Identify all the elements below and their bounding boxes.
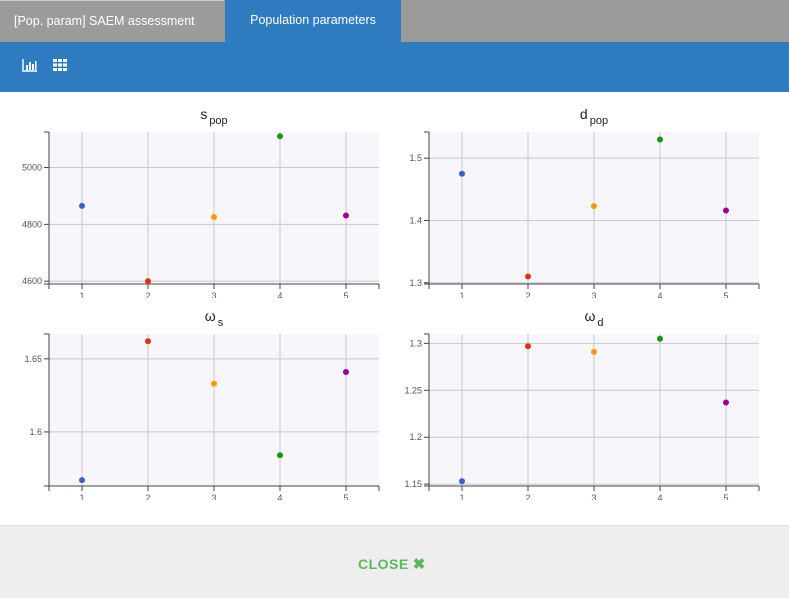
tab-bar: [Pop. param] SAEM assessment Population … bbox=[0, 0, 789, 42]
data-point[interactable] bbox=[657, 136, 663, 143]
footer: CLOSE ✖ bbox=[0, 525, 789, 598]
y-tick-label: 5000 bbox=[22, 163, 42, 173]
y-tick-label: 4600 bbox=[22, 276, 42, 286]
data-point[interactable] bbox=[525, 273, 531, 280]
data-point[interactable] bbox=[723, 207, 729, 214]
data-point[interactable] bbox=[657, 335, 663, 342]
data-point[interactable] bbox=[591, 203, 597, 210]
close-icon: ✖ bbox=[412, 556, 426, 573]
chart-d-pop: d pop 1 2 3 4 5 1.3 1.4 1.5 bbox=[380, 102, 775, 301]
data-point[interactable] bbox=[459, 478, 465, 485]
y-tick-label: 1.3 bbox=[409, 278, 422, 288]
chart-s-pop: s pop 1 2 3 4 5 4600 4800 5000 bbox=[0, 102, 395, 301]
data-point[interactable] bbox=[525, 343, 531, 350]
data-point[interactable] bbox=[145, 338, 151, 345]
tab-saem-assessment[interactable]: [Pop. param] SAEM assessment bbox=[0, 0, 224, 42]
x-tick-label: 4 bbox=[277, 493, 282, 500]
x-tick-label: 3 bbox=[591, 291, 596, 298]
x-tick-label: 2 bbox=[525, 291, 530, 298]
bar-chart-icon[interactable] bbox=[22, 58, 40, 74]
data-point[interactable] bbox=[591, 348, 597, 355]
data-point[interactable] bbox=[277, 452, 283, 459]
x-tick-label: 5 bbox=[343, 493, 348, 500]
y-tick-label: 1.2 bbox=[409, 432, 422, 442]
chart-svg: s pop 1 2 3 4 5 4600 4800 5000 bbox=[22, 106, 380, 301]
data-point[interactable] bbox=[79, 202, 85, 209]
charts-area: s pop 1 2 3 4 5 4600 4800 5000 d pop 1 2 3 4 5 1.3 1.4 1.5… bbox=[0, 92, 789, 525]
chart-svg: ω d 1 2 3 4 5 1.15 1.2 1.25 1.3 bbox=[404, 308, 760, 503]
y-tick-label: 1.15 bbox=[404, 479, 422, 489]
x-tick-label: 4 bbox=[277, 291, 282, 298]
y-tick-label: 1.6 bbox=[29, 427, 42, 437]
x-tick-label: 3 bbox=[211, 493, 216, 500]
x-tick-label: 2 bbox=[145, 493, 150, 500]
x-tick-label: 3 bbox=[211, 291, 216, 298]
data-point[interactable] bbox=[211, 213, 217, 220]
y-tick-label: 1.5 bbox=[409, 153, 422, 163]
y-tick-label: 1.25 bbox=[404, 385, 422, 395]
toolbar bbox=[0, 42, 789, 92]
data-point[interactable] bbox=[145, 278, 151, 285]
data-point[interactable] bbox=[79, 477, 85, 484]
x-tick-label: 4 bbox=[657, 493, 662, 500]
x-tick-label: 3 bbox=[591, 493, 596, 500]
y-tick-label: 1.4 bbox=[409, 215, 422, 225]
data-point[interactable] bbox=[459, 170, 465, 177]
chart-svg: ω s 1 2 3 4 5 1.6 1.65 bbox=[24, 308, 380, 503]
x-tick-label: 2 bbox=[145, 291, 150, 298]
close-label: CLOSE bbox=[358, 556, 409, 572]
x-tick-label: 5 bbox=[723, 493, 728, 500]
data-point[interactable] bbox=[343, 369, 349, 375]
x-tick-label: 4 bbox=[657, 291, 662, 298]
chart-svg: d pop 1 2 3 4 5 1.3 1.4 1.5 bbox=[409, 106, 760, 301]
tab-population-parameters[interactable]: Population parameters bbox=[225, 0, 401, 42]
data-point[interactable] bbox=[343, 212, 349, 219]
x-tick-label: 5 bbox=[723, 291, 728, 298]
data-point[interactable] bbox=[211, 380, 217, 387]
x-tick-label: 1 bbox=[79, 291, 84, 298]
data-point[interactable] bbox=[723, 399, 729, 406]
y-tick-label: 1.3 bbox=[409, 338, 422, 348]
grid-icon[interactable] bbox=[52, 58, 70, 74]
close-button[interactable]: CLOSE ✖ bbox=[358, 554, 426, 574]
chart-omega-d: ω d 1 2 3 4 5 1.15 1.2 1.25 1.3 bbox=[380, 304, 775, 503]
chart-title: d pop bbox=[580, 106, 608, 127]
y-tick-label: 1.65 bbox=[24, 354, 42, 364]
x-tick-label: 2 bbox=[525, 493, 530, 500]
y-tick-label: 4800 bbox=[22, 219, 42, 229]
x-tick-label: 5 bbox=[343, 291, 348, 298]
x-tick-label: 1 bbox=[459, 493, 464, 500]
chart-title: s pop bbox=[200, 106, 227, 127]
data-point[interactable] bbox=[277, 133, 283, 140]
x-tick-label: 1 bbox=[459, 291, 464, 298]
x-tick-label: 1 bbox=[79, 493, 84, 500]
chart-omega-s: ω s 1 2 3 4 5 1.6 1.65 bbox=[0, 304, 395, 503]
